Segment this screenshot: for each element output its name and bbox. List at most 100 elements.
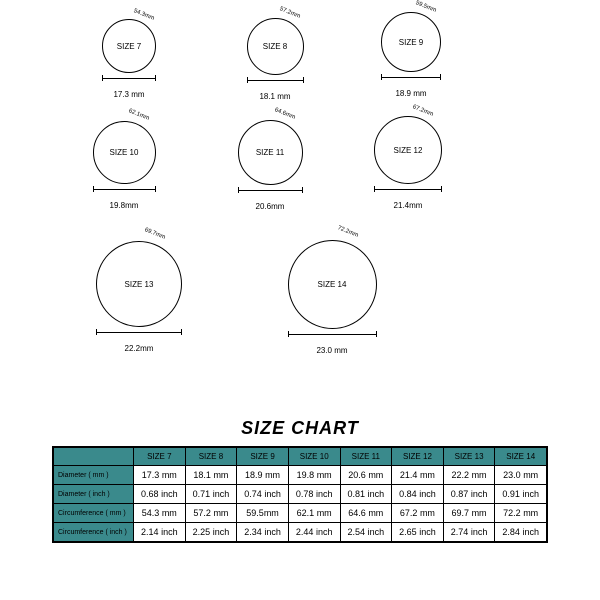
ring-cell-size-13: SIZE 1369.7mm 22.2mm xyxy=(96,241,182,353)
table-cell: 2.25 inch xyxy=(185,523,237,542)
table-cell: 0.87 inch xyxy=(443,485,495,504)
ring-circumference-label: 59.5mm xyxy=(415,0,437,14)
table-cell: 18.9 mm xyxy=(237,466,289,485)
ring-size-label: SIZE 9 xyxy=(399,38,423,47)
table-column-header: SIZE 12 xyxy=(392,448,444,466)
diameter-indicator xyxy=(374,187,442,201)
table-cell: 0.68 inch xyxy=(134,485,186,504)
table-cell: 72.2 mm xyxy=(495,504,547,523)
table-cell: 62.1 mm xyxy=(288,504,340,523)
diameter-label: 21.4mm xyxy=(374,201,442,210)
table-cell: 0.84 inch xyxy=(392,485,444,504)
table-cell: 20.6 mm xyxy=(340,466,392,485)
ring-size-label: SIZE 10 xyxy=(110,148,139,157)
table-column-header: SIZE 11 xyxy=(340,448,392,466)
diameter-label: 22.2mm xyxy=(96,344,182,353)
ring-size-label: SIZE 13 xyxy=(125,280,154,289)
ring-circumference-label: 62.1mm xyxy=(128,109,150,123)
table-cell: 57.2 mm xyxy=(185,504,237,523)
table-row: Circumference ( mm )54.3 mm57.2 mm59.5mm… xyxy=(54,504,547,523)
ring-cell-size-14: SIZE 1472.2mm 23.0 mm xyxy=(288,240,377,355)
table-cell: 69.7 mm xyxy=(443,504,495,523)
table-cell: 64.6 mm xyxy=(340,504,392,523)
ring-circumference-label: 67.2mm xyxy=(412,104,434,118)
table-row: Diameter ( mm )17.3 mm18.1 mm18.9 mm19.8… xyxy=(54,466,547,485)
table-cell: 19.8 mm xyxy=(288,466,340,485)
table-cell: 17.3 mm xyxy=(134,466,186,485)
ring-cell-size-7: SIZE 754.3mm 17.3 mm xyxy=(102,19,156,99)
ring-circumference-label: 64.6mm xyxy=(274,107,296,121)
table-column-header: SIZE 13 xyxy=(443,448,495,466)
table-cell: 2.74 inch xyxy=(443,523,495,542)
table-column-header: SIZE 10 xyxy=(288,448,340,466)
table-cell: 22.2 mm xyxy=(443,466,495,485)
diameter-indicator xyxy=(247,78,304,92)
diameter-label: 18.9 mm xyxy=(381,89,441,98)
table-cell: 2.44 inch xyxy=(288,523,340,542)
ring-diagram-area: SIZE 754.3mm17.3 mmSIZE 857.2mm18.1 mmSI… xyxy=(0,0,600,410)
ring-cell-size-11: SIZE 1164.6mm 20.6mm xyxy=(238,120,303,211)
table-cell: 0.91 inch xyxy=(495,485,547,504)
diameter-indicator xyxy=(96,330,182,344)
diameter-label: 20.6mm xyxy=(238,202,303,211)
table-row-header: Diameter ( mm ) xyxy=(54,466,134,485)
table-row-header: Circumference ( inch ) xyxy=(54,523,134,542)
table-cell: 0.74 inch xyxy=(237,485,289,504)
size-table-wrap: SIZE 7SIZE 8SIZE 9SIZE 10SIZE 11SIZE 12S… xyxy=(52,446,548,543)
diameter-label: 23.0 mm xyxy=(288,346,377,355)
diameter-label: 19.8mm xyxy=(93,201,156,210)
ring-circle: SIZE 959.5mm xyxy=(381,12,441,72)
ring-circumference-label: 57.2mm xyxy=(279,6,301,20)
ring-circle: SIZE 857.2mm xyxy=(247,18,304,75)
table-cell: 2.84 inch xyxy=(495,523,547,542)
diameter-label: 18.1 mm xyxy=(247,92,304,101)
table-cell: 0.71 inch xyxy=(185,485,237,504)
table-row-header: Circumference ( mm ) xyxy=(54,504,134,523)
table-cell: 67.2 mm xyxy=(392,504,444,523)
ring-cell-size-10: SIZE 1062.1mm 19.8mm xyxy=(93,121,156,210)
table-cell: 54.3 mm xyxy=(134,504,186,523)
table-cell: 21.4 mm xyxy=(392,466,444,485)
diameter-indicator xyxy=(238,188,303,202)
table-cell: 23.0 mm xyxy=(495,466,547,485)
table-column-header: SIZE 7 xyxy=(134,448,186,466)
table-column-header: SIZE 14 xyxy=(495,448,547,466)
diameter-indicator xyxy=(381,75,441,89)
table-cell: 2.14 inch xyxy=(134,523,186,542)
chart-title: SIZE CHART xyxy=(0,418,600,439)
table-column-header: SIZE 8 xyxy=(185,448,237,466)
ring-size-label: SIZE 11 xyxy=(256,148,284,157)
table-row: Diameter ( inch )0.68 inch0.71 inch0.74 … xyxy=(54,485,547,504)
ring-size-label: SIZE 14 xyxy=(318,280,347,289)
table-column-header: SIZE 9 xyxy=(237,448,289,466)
ring-circumference-label: 69.7mm xyxy=(144,227,166,241)
diameter-indicator xyxy=(93,187,156,201)
ring-circumference-label: 54.3mm xyxy=(132,8,154,22)
diameter-label: 17.3 mm xyxy=(102,90,156,99)
table-corner-cell xyxy=(54,448,134,466)
table-cell: 2.65 inch xyxy=(392,523,444,542)
ring-circle: SIZE 1267.2mm xyxy=(374,116,442,184)
table-cell: 0.81 inch xyxy=(340,485,392,504)
table-cell: 2.34 inch xyxy=(237,523,289,542)
ring-cell-size-8: SIZE 857.2mm 18.1 mm xyxy=(247,18,304,101)
ring-size-label: SIZE 12 xyxy=(394,146,423,155)
ring-cell-size-12: SIZE 1267.2mm 21.4mm xyxy=(374,116,442,210)
ring-cell-size-9: SIZE 959.5mm 18.9 mm xyxy=(381,12,441,98)
diameter-indicator xyxy=(288,332,377,346)
ring-circle: SIZE 754.3mm xyxy=(102,19,156,73)
table-row: Circumference ( inch )2.14 inch2.25 inch… xyxy=(54,523,547,542)
diameter-indicator xyxy=(102,76,156,90)
table-cell: 18.1 mm xyxy=(185,466,237,485)
ring-circle: SIZE 1369.7mm xyxy=(96,241,182,327)
ring-circle: SIZE 1062.1mm xyxy=(93,121,156,184)
table-row-header: Diameter ( inch ) xyxy=(54,485,134,504)
size-table: SIZE 7SIZE 8SIZE 9SIZE 10SIZE 11SIZE 12S… xyxy=(53,447,547,542)
ring-circle: SIZE 1164.6mm xyxy=(238,120,303,185)
ring-size-label: SIZE 7 xyxy=(117,42,141,51)
table-cell: 59.5mm xyxy=(237,504,289,523)
table-cell: 0.78 inch xyxy=(288,485,340,504)
ring-circle: SIZE 1472.2mm xyxy=(288,240,377,329)
ring-size-label: SIZE 8 xyxy=(263,42,287,51)
ring-circumference-label: 72.2mm xyxy=(337,226,359,240)
